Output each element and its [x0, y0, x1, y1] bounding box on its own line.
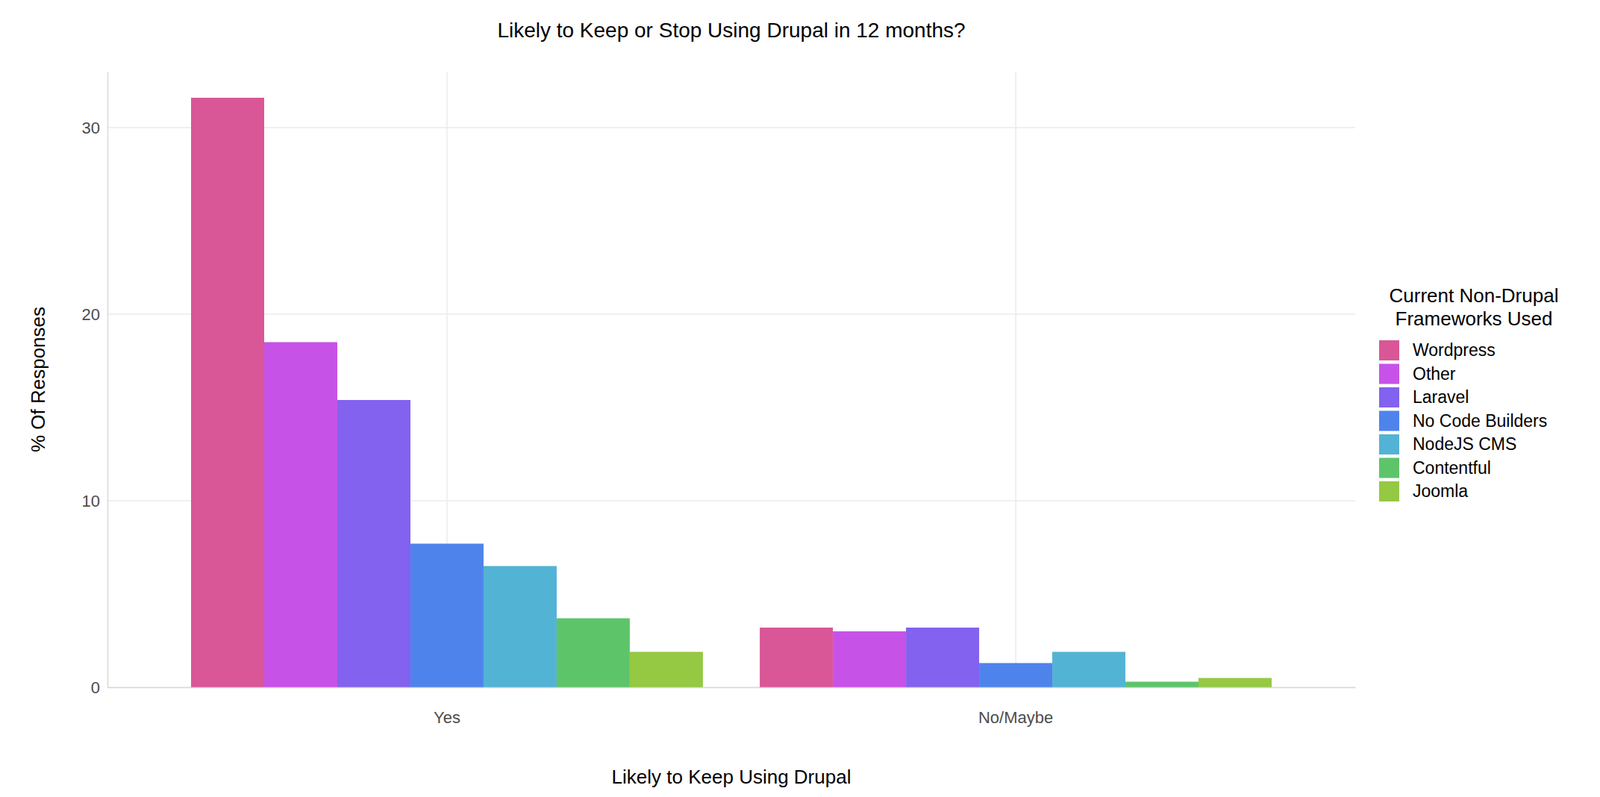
bar [905, 627, 980, 688]
x-axis: Yes No/Maybe [108, 687, 1356, 727]
bar [556, 618, 630, 689]
grid [107, 71, 1356, 688]
legend-swatch [1379, 364, 1400, 385]
y-axis-title: % Of Responses [26, 306, 50, 453]
y-tick: 20 [82, 305, 108, 324]
y-tick-label: 0 [91, 678, 100, 698]
y-tick: 0 [91, 678, 108, 698]
x-tick: No/Maybe [978, 687, 1053, 727]
bar [629, 652, 703, 689]
x-axis-line [108, 687, 1356, 689]
bars [191, 97, 1272, 688]
x-tick: Yes [433, 687, 461, 727]
bar [337, 400, 411, 688]
legend-swatch [1379, 387, 1400, 408]
bar [410, 544, 484, 689]
legend-swatch [1379, 481, 1400, 502]
legend-swatch [1379, 411, 1400, 432]
title: Likely to Keep or Stop Using Drupal in 1… [497, 18, 965, 42]
legend-title: Current Non-DrupalFrameworks Used [1389, 284, 1559, 330]
legend-swatch [1379, 458, 1400, 479]
y-tick-label: 20 [82, 305, 100, 324]
legend-label: Wordpress [1412, 340, 1496, 360]
legend-label: No Code Builders [1412, 411, 1548, 431]
legend: Current Non-DrupalFrameworks Used Wordpre… [1379, 284, 1559, 502]
legend-label: Laravel [1412, 387, 1469, 407]
bar [264, 342, 338, 689]
legend-swatch [1379, 340, 1400, 361]
y-tick-label: 30 [82, 118, 100, 138]
y-axis: 0 10 20 30 [82, 72, 109, 698]
y-grid-line [107, 313, 1356, 315]
x-tick-label: Yes [433, 708, 461, 727]
chart: 0 10 20 30 Yes No/Maybe Likely to Keep or Stop… [0, 0, 1600, 797]
bar [1125, 682, 1199, 689]
legend-label: NodeJS CMS [1412, 434, 1517, 454]
bar [832, 631, 906, 688]
legend-label: Joomla [1412, 481, 1468, 501]
legend-label: Contentful [1412, 458, 1492, 478]
bar [759, 627, 833, 688]
x-tick-label: No/Maybe [978, 708, 1053, 727]
bar [191, 97, 265, 688]
bar [483, 566, 557, 689]
legend-swatch [1379, 434, 1400, 455]
y-tick: 30 [82, 118, 108, 138]
legend-title-line: Frameworks Used [1395, 307, 1553, 330]
legend-title-line: Current Non-Drupal [1389, 284, 1559, 307]
y-axis-line [107, 72, 109, 689]
y-tick: 10 [82, 491, 108, 511]
legend-label: Other [1412, 364, 1456, 384]
y-grid-line [107, 126, 1356, 129]
x-axis-title: Likely to Keep Using Drupal [611, 765, 852, 789]
bar [979, 663, 1053, 689]
y-tick-label: 10 [82, 491, 100, 511]
bar [1052, 652, 1126, 689]
bar [1198, 678, 1272, 689]
x-grid-line [1014, 71, 1017, 688]
